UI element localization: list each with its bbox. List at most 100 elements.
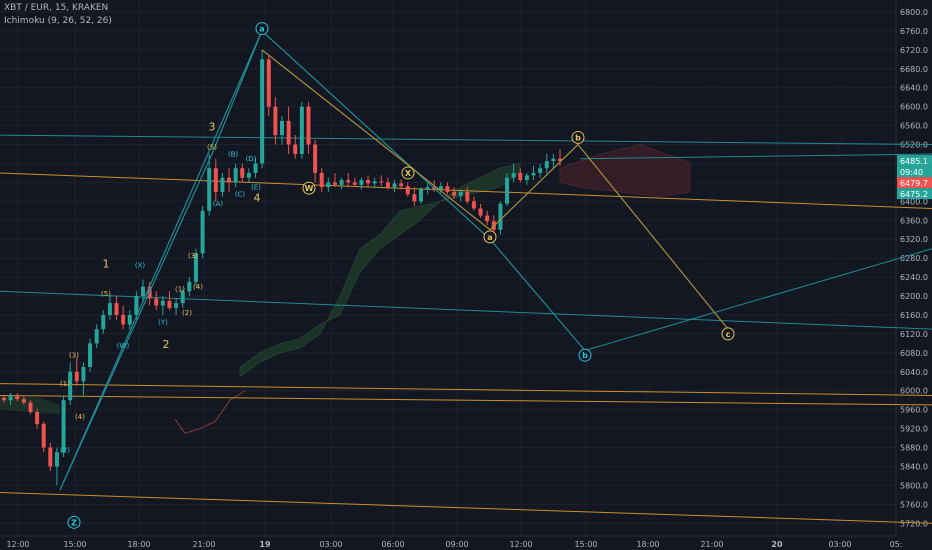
- countdown-badge-bg: [897, 166, 932, 178]
- y-tick-label: 6600.0: [900, 103, 928, 112]
- candle-body: [160, 300, 165, 306]
- candle-body: [121, 314, 126, 325]
- x-tick-label: 03:00: [319, 540, 342, 549]
- y-tick-label: 5920.0: [900, 425, 928, 434]
- y-tick-label: 6120.0: [900, 330, 928, 339]
- y-tick-label: 5960.0: [900, 406, 928, 415]
- wave-label: (D): [246, 155, 257, 163]
- y-tick-label: 5760.0: [900, 500, 928, 509]
- wave-label: 2: [163, 338, 170, 351]
- candle-body: [280, 120, 284, 136]
- wave-marker: [255, 22, 269, 36]
- trend-line-orange: [0, 172, 932, 209]
- price-badge-upper-bg: [897, 177, 932, 189]
- x-tick-label: 06:00: [381, 540, 404, 549]
- x-tick-label: 21:00: [700, 540, 723, 549]
- wave-marker: [401, 166, 415, 180]
- y-tick-label: 6400.0: [900, 197, 928, 206]
- candle-body: [35, 412, 40, 424]
- wave-label: (A): [213, 200, 224, 208]
- trend-line-orange: [0, 394, 932, 406]
- candle-body: [412, 194, 417, 202]
- candle-body: [458, 191, 463, 196]
- x-tick-label: 12:00: [509, 540, 532, 549]
- wave-label: (2): [182, 309, 192, 317]
- candle-body: [154, 298, 159, 306]
- wave-marker: [67, 515, 81, 529]
- candle-body: [253, 163, 258, 173]
- x-tick-label: 03:00: [828, 540, 851, 549]
- wave-marker: [571, 130, 585, 144]
- candle-body: [478, 208, 483, 216]
- wave-label: (3): [188, 252, 198, 260]
- wave-label: (Y): [158, 318, 168, 326]
- candle-body: [352, 182, 357, 185]
- candle-body: [326, 182, 331, 188]
- candle-body: [28, 402, 33, 413]
- candle-body: [359, 180, 364, 185]
- x-tick-label: 21:00: [192, 540, 215, 549]
- x-tick-label: 09:00: [445, 540, 468, 549]
- candle-body: [94, 329, 99, 344]
- candle-body: [2, 397, 6, 401]
- wave-label: (E): [251, 184, 261, 192]
- wave-line-yellow: [261, 49, 729, 330]
- countdown-badge: 09:40: [900, 168, 923, 177]
- trend-line-teal: [0, 134, 932, 146]
- y-tick-label: 6320.0: [900, 235, 928, 244]
- y-tick-label: 6800.0: [900, 8, 928, 17]
- wave-label: b: [575, 133, 581, 142]
- candle-body: [405, 186, 410, 195]
- candle-body: [246, 172, 251, 178]
- candle-body: [227, 177, 232, 183]
- x-tick-label: 19: [259, 540, 271, 549]
- candle-body: [88, 343, 93, 368]
- wave-marker: [578, 348, 592, 362]
- x-tick-label: 15:00: [63, 540, 86, 549]
- wave-label: (1): [175, 285, 185, 293]
- price-badge-upper: 6479.7: [900, 179, 928, 188]
- candle-body: [174, 303, 179, 308]
- wave-marker: [302, 181, 316, 195]
- wave-label: (W): [117, 342, 130, 350]
- wave-label: 1: [103, 258, 110, 271]
- indicator-label[interactable]: Ichimoku (9, 26, 52, 26): [4, 16, 112, 26]
- candle-body: [518, 172, 523, 181]
- candle-body: [452, 191, 457, 196]
- candle-body: [107, 303, 112, 315]
- candle-body: [399, 183, 404, 187]
- wave-label: (4): [193, 283, 203, 291]
- wave-label: b: [582, 351, 588, 360]
- candle-body: [372, 181, 377, 184]
- candle-body: [379, 181, 384, 183]
- candle-body: [445, 186, 450, 192]
- symbol-label[interactable]: XBT / EUR, 15, KRAKEN: [4, 3, 109, 13]
- wave-line-teal: [59, 30, 263, 491]
- y-tick-label: 6760.0: [900, 27, 928, 36]
- candle-body: [8, 395, 13, 401]
- candle-body: [366, 180, 371, 184]
- y-tick-label: 5840.0: [900, 462, 928, 471]
- candle-body: [167, 300, 172, 308]
- candle-body: [127, 314, 132, 325]
- wave-label: (4): [75, 413, 85, 421]
- price-badge-lower-bg: [897, 188, 932, 200]
- candle-body: [41, 423, 46, 448]
- y-tick-label: 6280.0: [900, 254, 928, 263]
- wave-label: (1): [60, 380, 70, 388]
- x-tick-label: 12:00: [6, 540, 29, 549]
- candle-body: [306, 106, 311, 145]
- candle-body: [15, 395, 20, 400]
- wave-label: 3: [209, 120, 216, 133]
- wave-label: (X): [135, 262, 146, 270]
- y-tick-label: 6200.0: [900, 292, 928, 301]
- candle-body: [392, 183, 397, 188]
- candle-body: [48, 447, 53, 467]
- y-tick-label: 6160.0: [900, 311, 928, 320]
- candle-body: [419, 189, 423, 202]
- candle-body: [339, 180, 344, 185]
- candle-body: [213, 168, 218, 192]
- x-tick-label: 05:: [890, 540, 903, 549]
